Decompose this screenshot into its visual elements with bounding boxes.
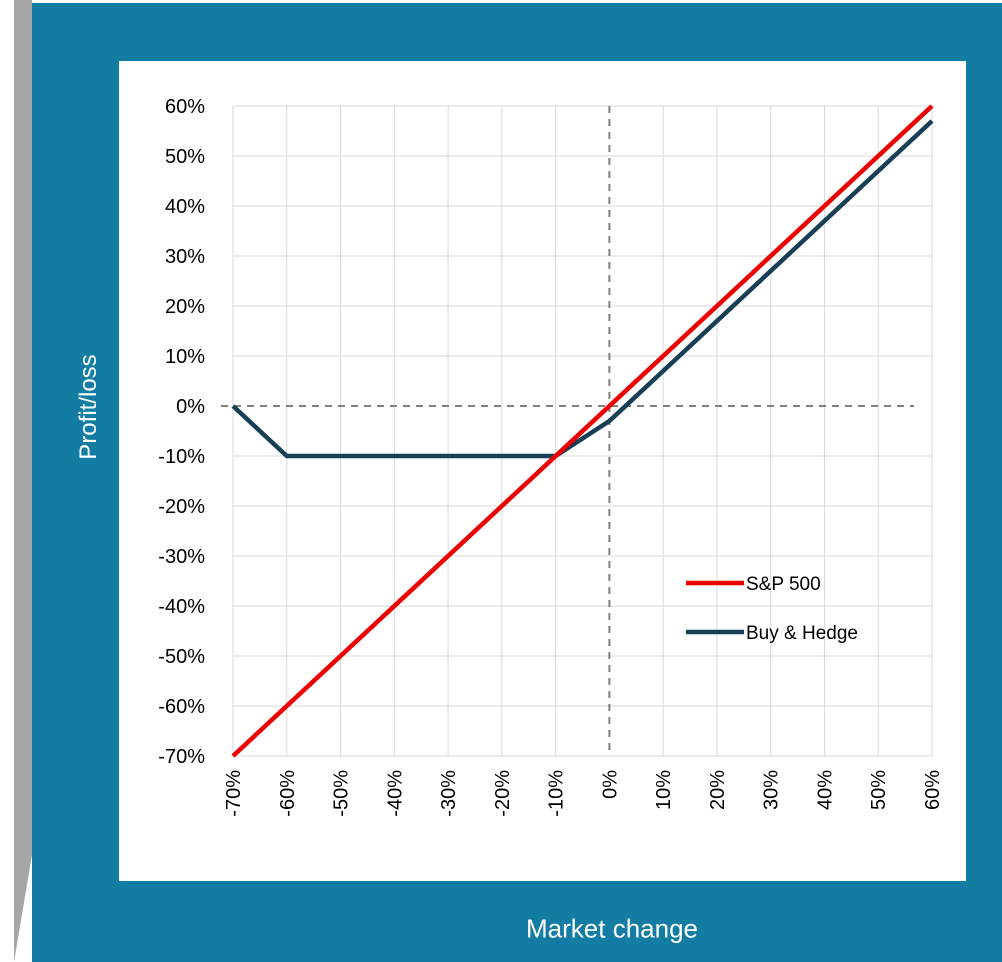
y-tick-label: 50%: [165, 146, 205, 168]
y-axis-title: Profit/loss: [75, 354, 102, 460]
y-tick-label: 0%: [176, 396, 205, 418]
x-tick-label: 60%: [922, 770, 944, 810]
x-tick-labels: -70% -60% -50% -40% -30% -20% -10% 0% 10% 20% 30% 4…: [223, 770, 944, 817]
x-axis-title: Market change: [526, 913, 698, 944]
x-tick-label: -20%: [492, 770, 514, 817]
x-tick-label: -40%: [384, 770, 406, 817]
y-tick-label: 20%: [165, 296, 205, 318]
series-line-sp500: [231, 104, 934, 758]
x-tick-label: 20%: [707, 770, 729, 810]
y-tick-label: -50%: [158, 646, 205, 668]
y-tick-label: -20%: [158, 496, 205, 518]
x-tick-label: 50%: [868, 770, 890, 810]
zero-lines: [221, 106, 914, 756]
y-tick-label: 40%: [165, 196, 205, 218]
y-tick-label: 10%: [165, 346, 205, 368]
left-edge-strip: [0, 0, 32, 962]
legend-label-sp500: S&P 500: [746, 574, 821, 595]
series-lines: [231, 104, 934, 758]
x-tick-label: 30%: [761, 770, 783, 810]
x-tick-label: -10%: [546, 770, 568, 817]
y-tick-label: -10%: [158, 446, 205, 468]
y-tick-label: -40%: [158, 596, 205, 618]
y-tick-label: -30%: [158, 546, 205, 568]
y-tick-label: -60%: [158, 696, 205, 718]
x-tick-label: -60%: [277, 770, 299, 817]
legend: S&P 500 Buy & Hedge: [686, 574, 858, 644]
x-tick-label: 10%: [653, 770, 675, 810]
series-line-buy-hedge: [231, 119, 934, 459]
x-tick-label: 40%: [814, 770, 836, 810]
x-tick-label: -30%: [438, 770, 460, 817]
x-tick-label: -70%: [223, 770, 245, 817]
y-tick-labels: 60% 50% 40% 30% 20% 10% 0% -10% -20% -30% -40% -50%…: [158, 96, 205, 768]
x-tick-label: 0%: [599, 770, 621, 799]
x-tick-label: -50%: [331, 770, 353, 817]
y-tick-label: 60%: [165, 96, 205, 118]
legend-label-buy-hedge: Buy & Hedge: [746, 623, 858, 644]
y-tick-label: -70%: [158, 746, 205, 768]
y-tick-label: 30%: [165, 246, 205, 268]
gridlines: [232, 105, 933, 757]
